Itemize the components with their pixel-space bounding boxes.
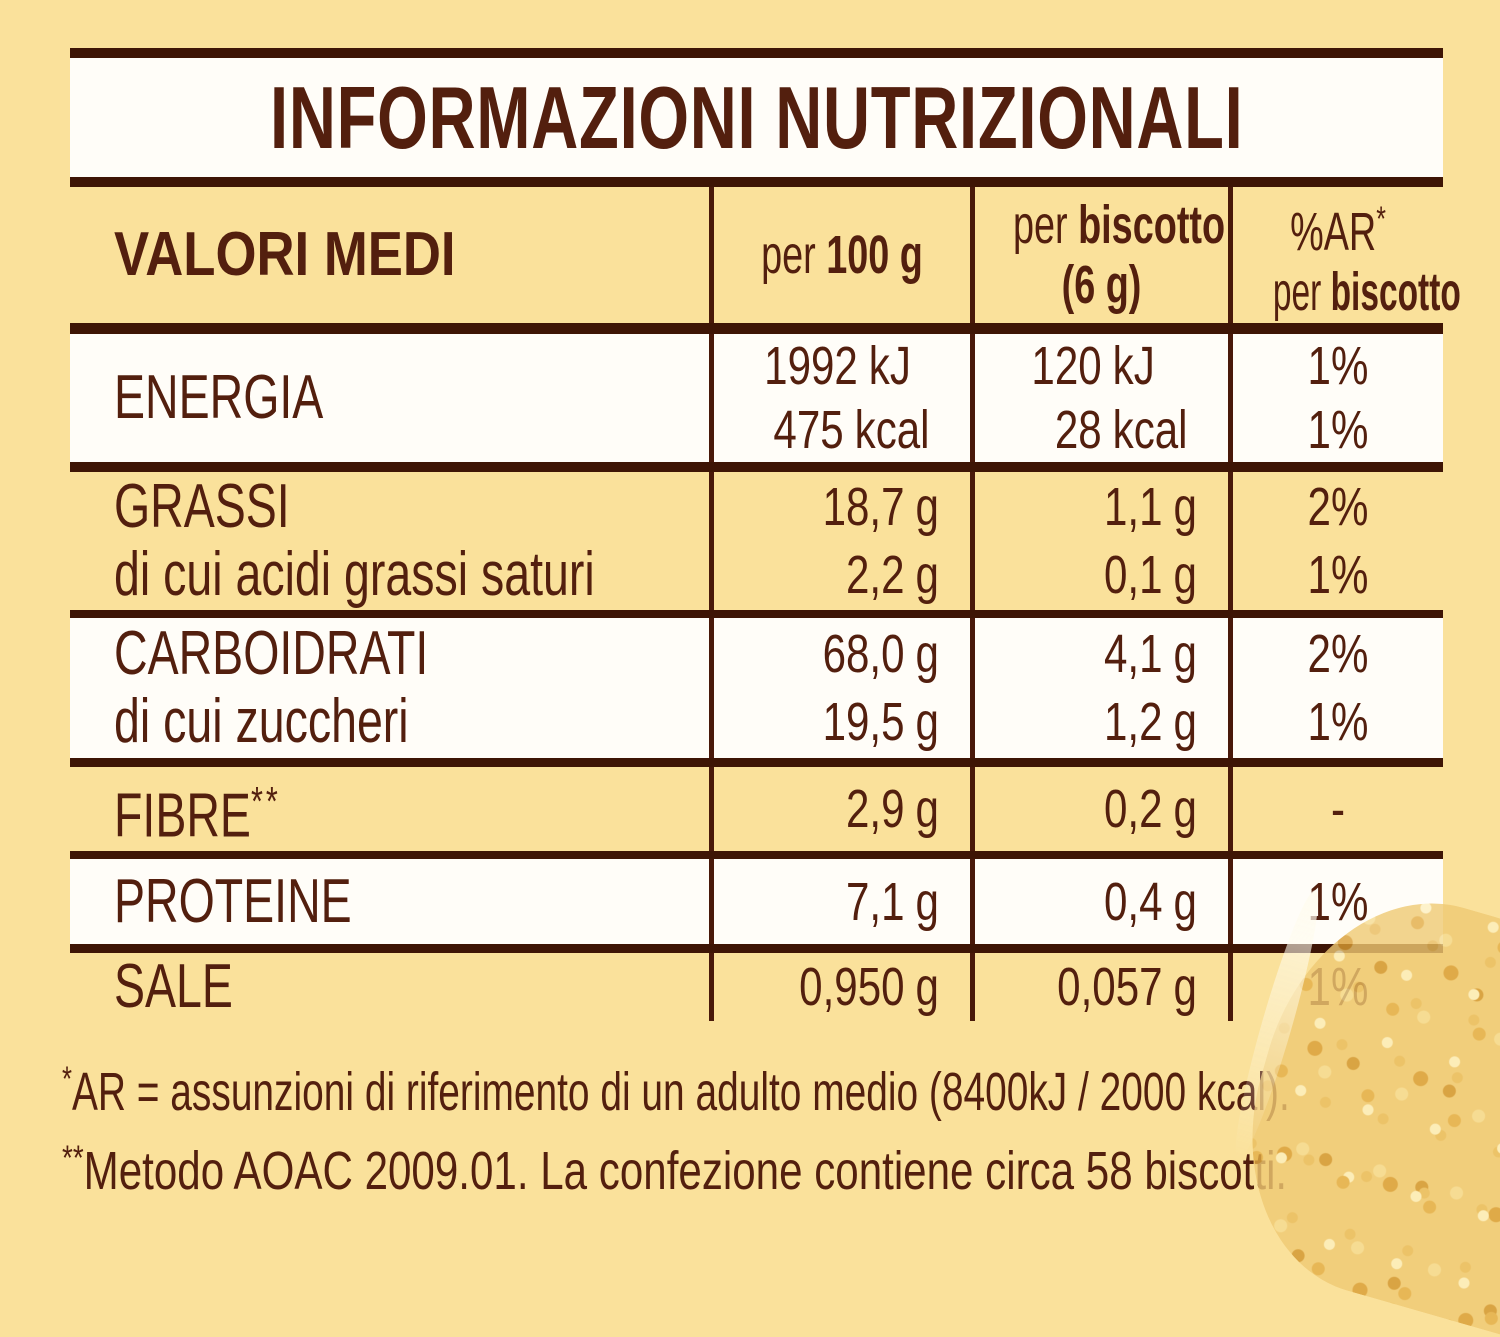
per-100g-label: per 100 g — [761, 225, 923, 285]
row-label-cell: CARBOIDRATI di cui zuccheri — [70, 618, 709, 758]
value-per-100g: 1992 kJ 475 kcal — [709, 334, 970, 462]
row-label-cell: ENERGIA — [70, 334, 709, 462]
value-per-100g: 7,1 g — [709, 859, 970, 944]
nutrition-panel: INFORMAZIONI NUTRIZIONALI VALORI MEDI pe… — [70, 48, 1461, 1021]
header-cell-percent-ar: %AR* per biscotto — [1228, 187, 1461, 323]
divider-bar — [70, 610, 1443, 618]
per-biscotto-label: per biscotto — [1012, 195, 1226, 255]
row-label: FIBRE** — [114, 778, 281, 851]
row-label: SALE — [114, 952, 233, 1021]
divider-bar — [70, 177, 1443, 187]
divider-bar — [70, 944, 1443, 953]
header-cell-per-biscotto: per biscotto (6 g) — [970, 187, 1228, 323]
row-label-cell: PROTEINE — [70, 859, 709, 944]
value-per-biscuit: 4,1 g 1,2 g — [970, 618, 1228, 758]
per-biscotto-weight: (6 g) — [1061, 255, 1142, 315]
row-label: PROTEINE — [114, 866, 352, 936]
header-cell-valori-medi: VALORI MEDI — [70, 187, 709, 323]
value-per-biscuit: 120 kJ 28 kcal — [970, 334, 1228, 462]
divider-bar — [70, 323, 1443, 334]
row-label-cell: FIBRE** — [70, 767, 709, 851]
percent-ar-sublabel: per biscotto — [1272, 261, 1461, 322]
value-per-100g: 2,9 g — [709, 767, 970, 851]
footnote-metodo: **Metodo AOAC 2009.01. La confezione con… — [62, 1138, 1288, 1201]
row-label: GRASSI — [114, 472, 290, 541]
table-row-carboidrati: CARBOIDRATI di cui zuccheri 68,0 g 19,5 g … — [70, 618, 1443, 758]
page-title: INFORMAZIONI NUTRIZIONALI — [269, 67, 1244, 167]
table-row-grassi: GRASSI di cui acidi grassi saturi 18,7 g … — [70, 472, 1443, 610]
table-row-proteine: PROTEINE 7,1 g 0,4 g 1% — [70, 859, 1443, 944]
value-per-100g: 68,0 g 19,5 g — [709, 618, 970, 758]
row-sublabel: di cui zuccheri — [114, 687, 409, 756]
percent-ar-label: %AR* — [1290, 198, 1386, 262]
divider-bar — [70, 851, 1443, 859]
table-row-fibre: FIBRE** 2,9 g 0,2 g - — [70, 767, 1443, 851]
percent-ar-value: 2% 1% — [1228, 472, 1443, 610]
footnotes: *AR = assunzioni di riferimento di un ad… — [62, 1046, 1462, 1204]
value-per-100g: 0,950 g — [709, 953, 970, 1021]
row-label-cell: GRASSI di cui acidi grassi saturi — [70, 472, 709, 610]
percent-ar-value: 2% 1% — [1228, 618, 1443, 758]
top-border-bar — [70, 48, 1443, 58]
valori-medi-label: VALORI MEDI — [114, 220, 456, 289]
value-per-biscuit: 0,2 g — [970, 767, 1228, 851]
row-label: ENERGIA — [114, 363, 324, 432]
row-label: CARBOIDRATI — [114, 619, 429, 688]
value-per-biscuit: 0,4 g — [970, 859, 1228, 944]
nutrition-label-page: { "colors":{ "page_bg":"#fae19b", "panel… — [0, 0, 1500, 1232]
divider-bar — [70, 758, 1443, 767]
percent-ar-value: 1% 1% — [1228, 334, 1443, 462]
column-header-row: VALORI MEDI per 100 g per biscotto (6 g)… — [70, 187, 1461, 323]
value-per-biscuit: 0,057 g — [970, 953, 1228, 1021]
row-sublabel: di cui acidi grassi saturi — [114, 540, 595, 609]
table-row-energia: ENERGIA 1992 kJ 475 kcal 120 kJ 28 kcal 1% 1… — [70, 334, 1443, 462]
value-per-100g: 18,7 g 2,2 g — [709, 472, 970, 610]
header-cell-per-100g: per 100 g — [709, 187, 970, 323]
divider-bar — [70, 462, 1443, 472]
footnote-ar: *AR = assunzioni di riferimento di un ad… — [62, 1059, 1290, 1122]
title-band: INFORMAZIONI NUTRIZIONALI — [70, 58, 1443, 177]
percent-ar-value: - — [1228, 767, 1443, 851]
value-per-biscuit: 1,1 g 0,1 g — [970, 472, 1228, 610]
row-label-cell: SALE — [70, 953, 709, 1021]
